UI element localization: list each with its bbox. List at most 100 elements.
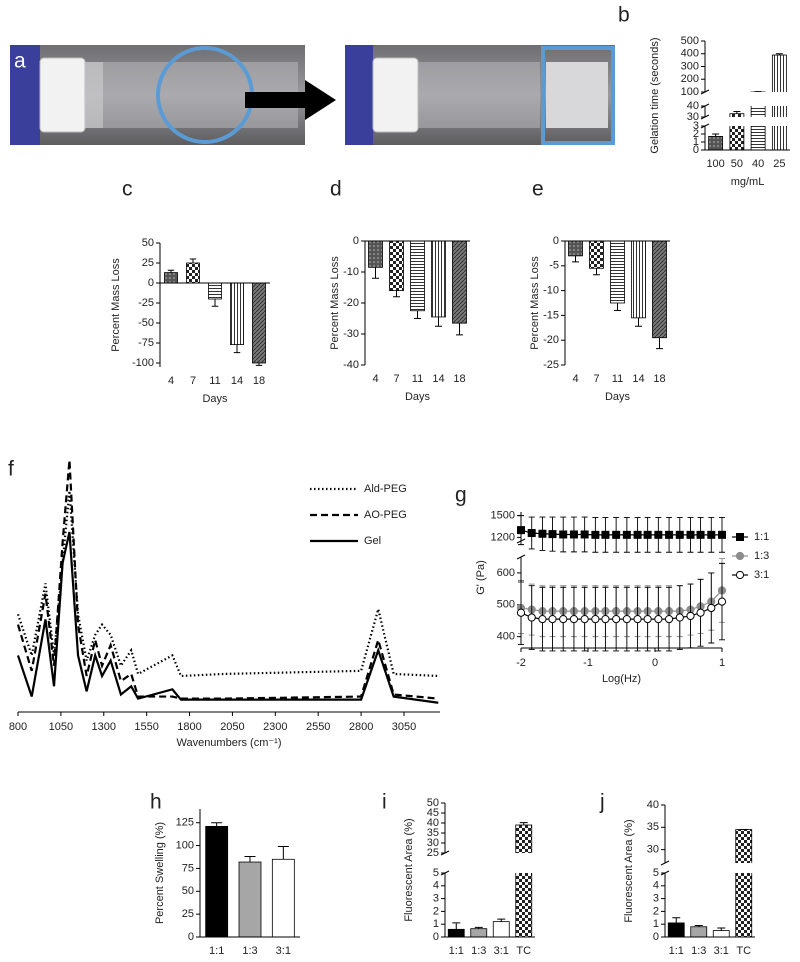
x-tick-label: 1:1 <box>669 945 684 957</box>
y-axis-title: Fluorescent Area (%) <box>403 818 415 921</box>
x-tick-label: 800 <box>9 721 27 733</box>
x-tick-label: 40 <box>752 158 764 170</box>
y-tick-label: 1 <box>693 136 699 148</box>
y-axis-title: Percent Swelling (%) <box>154 822 166 924</box>
x-tick-label: -2 <box>516 657 526 669</box>
error-bar <box>255 363 263 366</box>
bar <box>515 824 533 938</box>
marker <box>633 530 642 539</box>
marker <box>580 530 589 539</box>
bar <box>389 240 404 291</box>
x-tick-label: 2050 <box>220 721 244 733</box>
y-tick-label: -20 <box>343 297 359 309</box>
y-tick-label: -25 <box>543 359 559 371</box>
y-tick-label: 50 <box>142 237 154 249</box>
x-tick-label: 3:1 <box>276 945 291 957</box>
marker <box>538 529 547 538</box>
x-tick-label: 7 <box>190 375 196 387</box>
legend-label: Gel <box>364 535 381 547</box>
y-tick-label: 2 <box>653 905 659 917</box>
x-axis-title: Wavenumbers (cm⁻¹) <box>176 737 281 749</box>
error-bar <box>393 290 400 298</box>
y-tick-label: 4 <box>653 880 659 892</box>
x-tick-label: -1 <box>583 657 593 669</box>
y-tick-label: 35 <box>647 821 659 833</box>
x-tick-label: 14 <box>632 373 644 385</box>
marker <box>548 530 557 539</box>
marker <box>538 615 547 624</box>
x-tick-label: 1:3 <box>242 945 257 957</box>
marker <box>707 530 716 539</box>
x-tick-label: 2300 <box>263 721 287 733</box>
y-axis-title: G' (Pa) <box>475 560 487 595</box>
x-tick-label: 25 <box>773 158 785 170</box>
panel-label: j <box>599 791 605 814</box>
axis-break-gap <box>446 853 536 873</box>
axis-break-gap <box>706 92 791 106</box>
y-tick-label: 125 <box>176 817 194 829</box>
marker <box>664 615 674 624</box>
y-tick-label: -100 <box>132 357 154 369</box>
y-tick-label: 100 <box>176 839 194 851</box>
x-tick-label: 1:1 <box>209 945 224 957</box>
bar <box>230 282 244 345</box>
x-tick-label: 1:3 <box>691 945 706 957</box>
panel-label: d <box>330 178 342 201</box>
y-axis-title: Percent Mass Loss <box>529 256 541 350</box>
series-line <box>16 531 439 704</box>
y-tick-label: 500 <box>681 35 699 47</box>
bar <box>271 858 295 938</box>
marker <box>707 603 716 613</box>
marker <box>686 611 695 621</box>
bar <box>452 240 467 324</box>
error-bar <box>414 310 421 319</box>
marker <box>569 615 579 624</box>
y-tick-label: 400 <box>497 631 515 643</box>
error-bar <box>656 337 663 350</box>
error-bar <box>593 268 600 276</box>
y-tick-label: 0 <box>188 931 194 943</box>
series-line <box>16 459 439 700</box>
panel-label: e <box>532 178 544 201</box>
error-bar <box>694 924 703 927</box>
marker <box>718 530 726 539</box>
bar <box>164 272 178 284</box>
panel-label: i <box>382 791 387 814</box>
marker <box>654 615 663 624</box>
bar <box>652 240 667 339</box>
x-tick-label: 100 <box>706 158 724 170</box>
y-tick-label: 1 <box>433 918 439 930</box>
error-bar <box>635 317 642 327</box>
y-tick-label: 0 <box>553 235 559 247</box>
bar <box>712 930 730 938</box>
marker <box>591 530 600 539</box>
panel-label: h <box>150 791 162 814</box>
panel-label: a <box>14 50 26 73</box>
panel-label: b <box>618 4 630 27</box>
legend-label: 3:1 <box>754 569 769 581</box>
marker <box>527 529 536 538</box>
marker <box>559 530 568 539</box>
marker <box>675 530 684 539</box>
x-tick-label: 3050 <box>392 721 416 733</box>
y-tick-label: 0 <box>433 931 439 943</box>
error-bar <box>211 299 219 307</box>
y-tick-label: 25 <box>142 257 154 269</box>
legend-marker <box>735 551 745 561</box>
marker <box>675 613 684 622</box>
bar <box>568 240 583 257</box>
y-tick-label: -10 <box>543 285 559 297</box>
y-tick-label: 600 <box>497 567 515 579</box>
bar <box>252 282 266 364</box>
x-tick-label: 18 <box>453 373 465 385</box>
error-bar <box>435 316 442 327</box>
x-tick-label: 11 <box>412 373 423 385</box>
x-tick-label: 1:1 <box>449 945 464 957</box>
x-tick-label: 3:1 <box>714 945 729 957</box>
series-line <box>16 490 439 678</box>
y-tick-label: 0 <box>653 931 659 943</box>
bar <box>631 240 646 319</box>
marker <box>717 597 727 606</box>
error-bar <box>717 927 726 931</box>
y-tick-label: 400 <box>681 48 699 60</box>
